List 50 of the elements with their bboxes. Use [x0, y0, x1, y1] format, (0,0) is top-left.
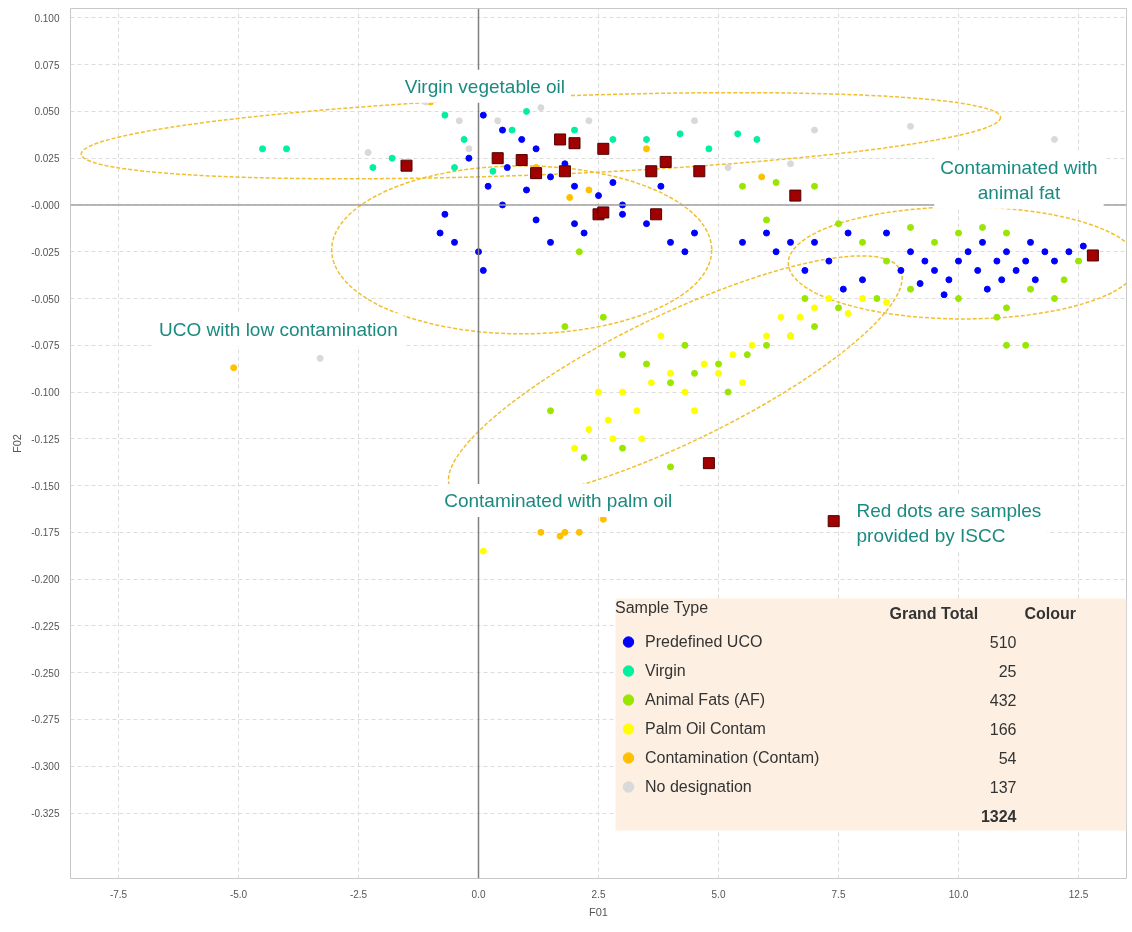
legend-label: Animal Fats (AF)	[645, 689, 766, 710]
x-tick-label: -2.5	[349, 888, 368, 900]
annotation: Red dots are samples provided by ISCC	[856, 499, 1042, 547]
legend-label: Predefined UCO	[645, 631, 763, 652]
x-tick-label: -5.0	[229, 888, 248, 900]
y-tick-label: -0.125	[31, 433, 60, 445]
legend-label: No designation	[645, 776, 752, 797]
y-tick-label: -0.175	[31, 527, 60, 539]
annotation: 137	[989, 779, 1017, 796]
x-tick-label: 7.5	[831, 888, 846, 900]
x-tick-label: -7.5	[109, 888, 128, 900]
annotation: 432	[989, 692, 1017, 709]
x-tick-label: 5.0	[711, 888, 726, 900]
annotation: 54	[998, 750, 1017, 767]
y-tick-label: -0.150	[31, 480, 60, 492]
annotation: Colour	[1024, 604, 1077, 622]
annotation: 166	[989, 721, 1017, 738]
y-tick-label: 0.050	[34, 106, 60, 118]
y-tick-label: -0.325	[31, 808, 60, 820]
y-tick-label: -0.225	[31, 620, 60, 632]
x-tick-label: 2.5	[591, 888, 606, 900]
y-tick-label: -0.250	[31, 667, 60, 679]
annotation: UCO with low contamination	[159, 319, 398, 341]
annotation: Contaminated with animal fat	[940, 156, 1098, 203]
annotation: Contaminated with palm oil	[444, 490, 673, 512]
x-tick-label: 10.0	[948, 888, 969, 900]
legend-title: Sample Type	[615, 599, 710, 617]
annotation: Virgin vegetable oil	[404, 75, 566, 97]
y-tick-label: -0.000	[31, 199, 60, 211]
annotation: 1324	[980, 808, 1017, 825]
y-tick-label: -0.075	[31, 340, 60, 352]
y-tick-label: -0.100	[31, 387, 60, 399]
y-tick-label: 0.075	[34, 59, 60, 71]
y-tick-label: -0.300	[31, 761, 60, 773]
y-tick-label: 0.025	[34, 153, 60, 165]
y-tick-label: -0.200	[31, 574, 60, 586]
y-tick-label: -0.275	[31, 714, 60, 726]
legend-label: Palm Oil Contam	[645, 718, 766, 739]
x-axis-title: F01	[589, 905, 608, 918]
legend-label: Contamination (Contam)	[645, 747, 820, 768]
x-tick-label: 0.0	[471, 888, 486, 900]
y-axis-title: F02	[11, 434, 24, 453]
y-tick-label: 0.100	[34, 12, 60, 24]
legend-label: Virgin	[645, 660, 686, 681]
annotation: Grand Total	[889, 604, 979, 622]
y-tick-label: -0.050	[31, 293, 60, 305]
annotation: 25	[998, 663, 1017, 680]
y-tick-label: -0.025	[31, 246, 60, 258]
annotation: 510	[989, 634, 1017, 651]
x-tick-label: 12.5	[1068, 888, 1089, 900]
